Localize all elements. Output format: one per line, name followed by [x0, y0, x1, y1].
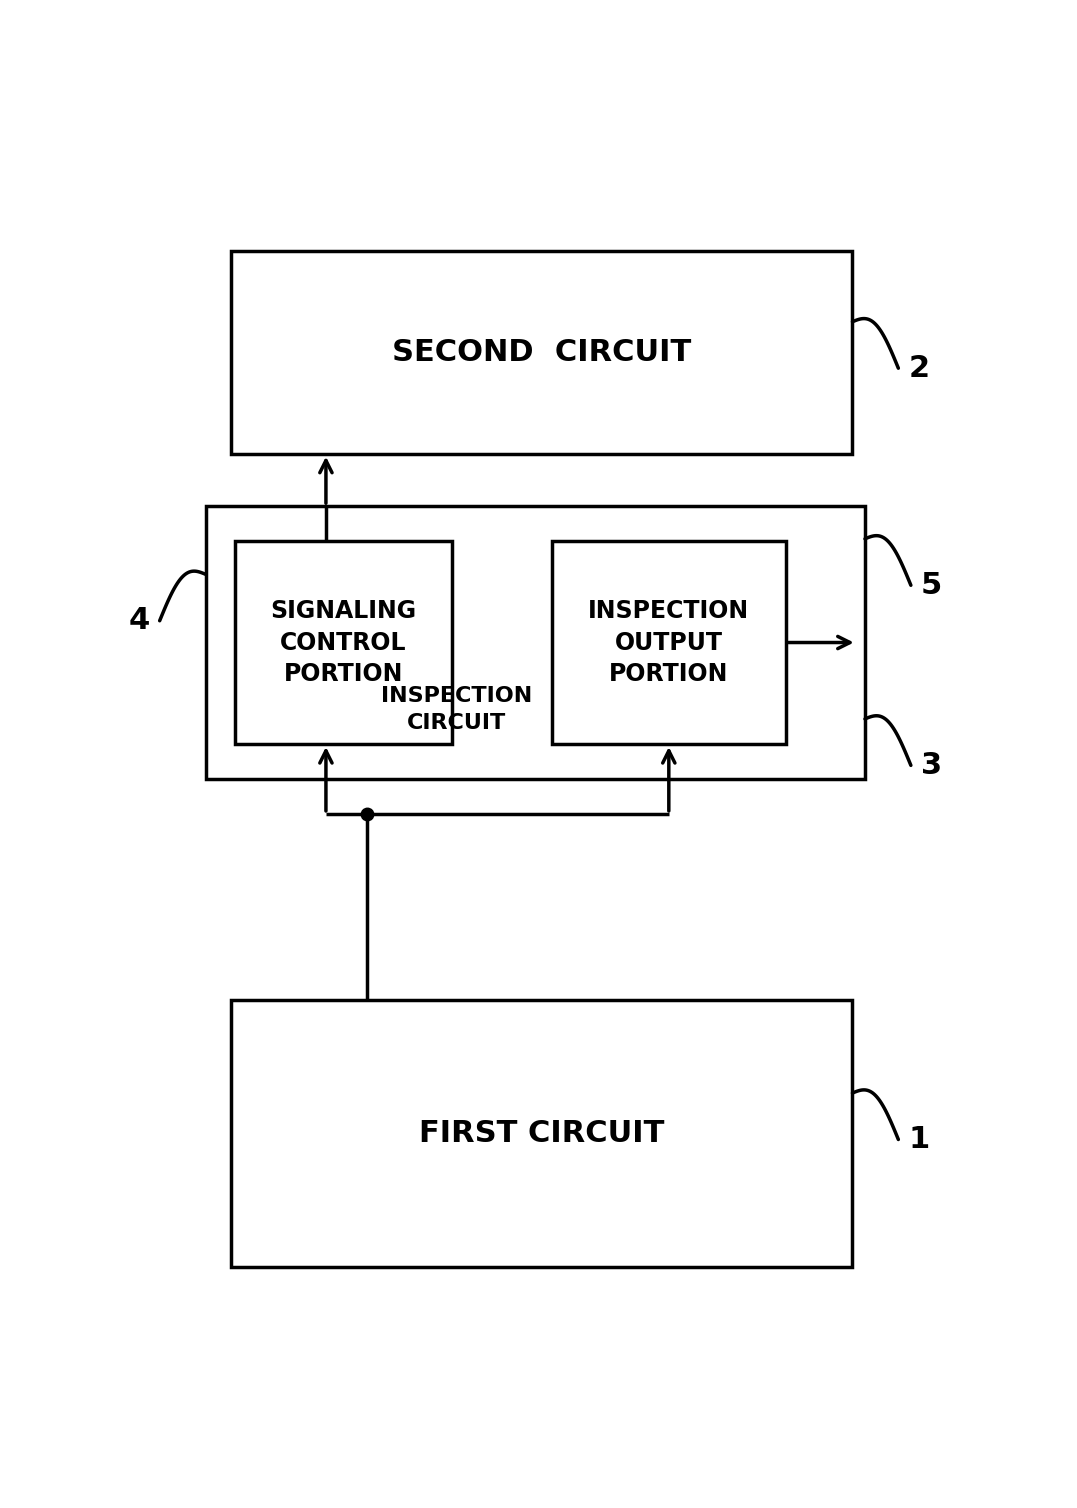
Bar — [235, 541, 452, 743]
Text: SIGNALING
CONTROL
PORTION: SIGNALING CONTROL PORTION — [270, 599, 417, 686]
Text: INSPECTION
CIRCUIT: INSPECTION CIRCUIT — [380, 686, 532, 733]
Text: FIRST CIRCUIT: FIRST CIRCUIT — [419, 1119, 665, 1148]
Text: INSPECTION
OUTPUT
PORTION: INSPECTION OUTPUT PORTION — [588, 599, 750, 686]
Text: SECOND  CIRCUIT: SECOND CIRCUIT — [392, 338, 691, 366]
Bar — [230, 1000, 853, 1267]
Text: 4: 4 — [128, 606, 150, 635]
Text: 5: 5 — [921, 570, 942, 600]
Bar — [230, 250, 853, 454]
Bar — [553, 541, 786, 743]
Bar — [206, 507, 865, 780]
Text: 1: 1 — [908, 1125, 929, 1154]
Text: 3: 3 — [921, 751, 942, 780]
Text: 2: 2 — [908, 354, 929, 383]
